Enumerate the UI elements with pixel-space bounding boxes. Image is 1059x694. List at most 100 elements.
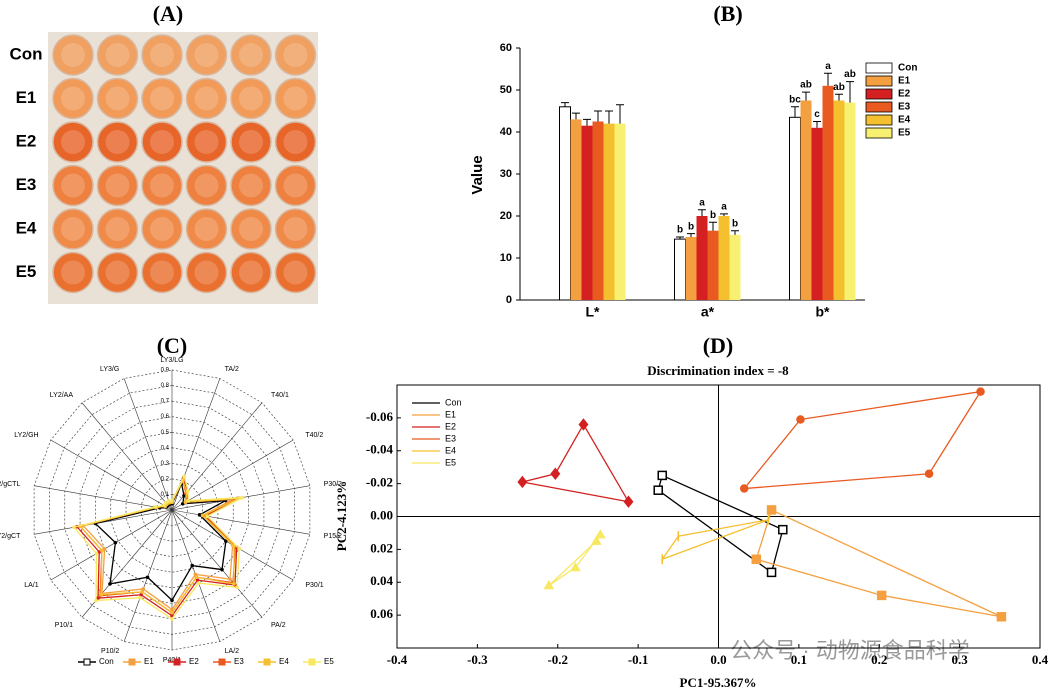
well: [52, 121, 94, 163]
radar-point: [167, 499, 171, 504]
error-bar: [583, 118, 591, 126]
well-center: [194, 173, 219, 198]
y-tick-label: -0.06: [366, 409, 394, 424]
point: [766, 505, 777, 515]
bar: [729, 234, 741, 300]
well-center: [105, 86, 130, 111]
x-tick-label: 0.1: [791, 652, 807, 667]
radar-point: [170, 610, 174, 615]
error-bar: [616, 104, 624, 124]
well-center: [105, 130, 130, 154]
x-tick-label: -0.1: [628, 652, 649, 667]
significance-letter: a: [825, 61, 831, 72]
well: [230, 164, 272, 207]
well-center: [61, 43, 85, 67]
radar-point: [72, 525, 76, 530]
radar-point: [138, 595, 142, 600]
x-tick-label: 0.2: [871, 652, 887, 667]
bar: [581, 125, 593, 300]
point: [623, 495, 634, 508]
radar-point: [96, 596, 100, 600]
well-center: [239, 260, 263, 285]
x-tick-label: a*: [701, 304, 715, 320]
significance-letter: b: [677, 225, 683, 236]
legend-label: E1: [144, 657, 154, 666]
axis-label: P30/2: [324, 481, 342, 488]
point: [657, 470, 667, 481]
legend-label: E4: [279, 657, 289, 666]
y-tick-label: 20: [500, 210, 512, 222]
well: [141, 77, 183, 120]
x-tick-label: -0.4: [387, 652, 408, 667]
radar-point: [186, 498, 190, 503]
well-center: [239, 173, 263, 198]
bar: [707, 230, 719, 300]
well: [141, 251, 183, 294]
bar: [674, 238, 686, 301]
well: [185, 164, 228, 207]
error-bar: [802, 91, 810, 101]
error-bar: [813, 121, 821, 128]
significance-letter: a: [721, 202, 727, 213]
significance-letter: ab: [800, 80, 812, 91]
radar-point: [232, 582, 236, 586]
well: [141, 164, 183, 207]
y-tick-label: -0.02: [366, 475, 393, 490]
bar: [844, 102, 856, 300]
radar-point: [170, 617, 174, 621]
radar-point: [99, 592, 103, 597]
well: [185, 77, 228, 120]
radar-spoke: [171, 509, 310, 535]
well: [230, 251, 272, 294]
radar-spoke: [34, 485, 173, 511]
r-tick-label: 0.4: [161, 445, 170, 451]
point: [517, 475, 528, 489]
bar: [800, 100, 812, 300]
well: [230, 77, 272, 120]
legend-swatch: [865, 114, 893, 126]
y-axis-label: PC2-4.123%: [334, 481, 349, 551]
panel-label: (D): [703, 333, 734, 358]
axis-label: LY2/AA: [50, 392, 74, 399]
legend-frame: [408, 396, 488, 472]
radar-point: [228, 577, 232, 581]
well-center: [61, 217, 85, 241]
radar-point: [100, 548, 104, 553]
radar-point: [220, 567, 224, 572]
well-center: [194, 130, 219, 154]
axis-label: P40/1: [163, 657, 181, 664]
row-label: E1: [16, 88, 37, 107]
well-center: [105, 260, 130, 285]
well: [230, 34, 272, 76]
legend-swatch: [865, 88, 893, 100]
y-tick-label: 0.06: [370, 606, 393, 621]
legend-label: E5: [898, 128, 911, 139]
hull-line: [657, 474, 784, 574]
r-tick-label: 0.7: [161, 399, 170, 405]
bar: [696, 216, 708, 300]
well-center: [150, 173, 174, 198]
row-label: Con: [9, 44, 42, 63]
legend-label: Con: [898, 63, 917, 74]
well: [185, 251, 228, 294]
error-bar: [594, 110, 602, 122]
bar: [822, 85, 834, 300]
legend-swatch: [865, 127, 893, 139]
axis-label: LY2/gCT: [0, 533, 21, 540]
radar-spoke: [171, 509, 263, 618]
radar-point: [180, 501, 185, 506]
well-center: [61, 86, 85, 111]
radar-point: [235, 585, 239, 590]
axis-label: LY3/LG: [160, 357, 183, 364]
radar-point: [183, 500, 188, 505]
well-center: [150, 217, 174, 241]
well-center: [239, 86, 263, 111]
point: [924, 469, 934, 479]
well-center: [150, 43, 174, 67]
radar-point: [194, 575, 199, 580]
well-center: [61, 130, 85, 154]
well-center: [194, 260, 219, 285]
radar-point: [141, 587, 146, 591]
legend-marker: [128, 658, 136, 666]
bar: [789, 116, 801, 301]
